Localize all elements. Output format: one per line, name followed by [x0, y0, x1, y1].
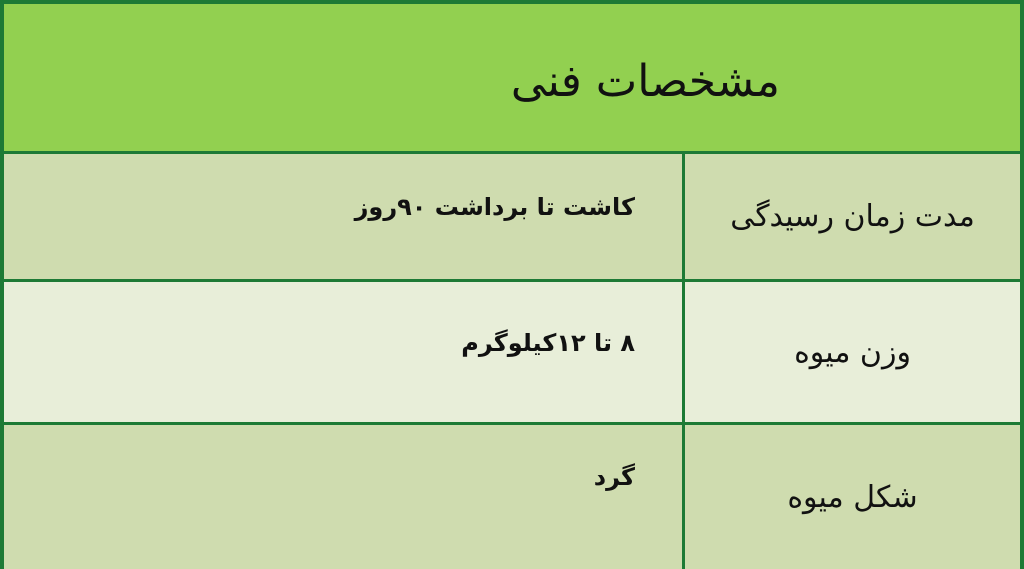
- table-row: وزن میوه ۸ تا ۱۲کیلوگرم: [4, 282, 1020, 425]
- table-row: مدت زمان رسیدگی کاشت تا برداشت ۹۰روز: [4, 154, 1020, 282]
- row-value: گرد: [593, 463, 635, 491]
- row-label: شکل میوه: [682, 425, 1020, 569]
- row-label: وزن میوه: [682, 282, 1020, 422]
- row-label: مدت زمان رسیدگی: [682, 154, 1020, 279]
- row-value: ۸ تا ۱۲کیلوگرم: [461, 329, 635, 357]
- table-row: شکل میوه گرد: [4, 425, 1020, 569]
- row-value: کاشت تا برداشت ۹۰روز: [354, 192, 635, 221]
- table-header: مشخصات فنی: [4, 4, 1020, 154]
- table-title: مشخصات فنی: [510, 56, 780, 107]
